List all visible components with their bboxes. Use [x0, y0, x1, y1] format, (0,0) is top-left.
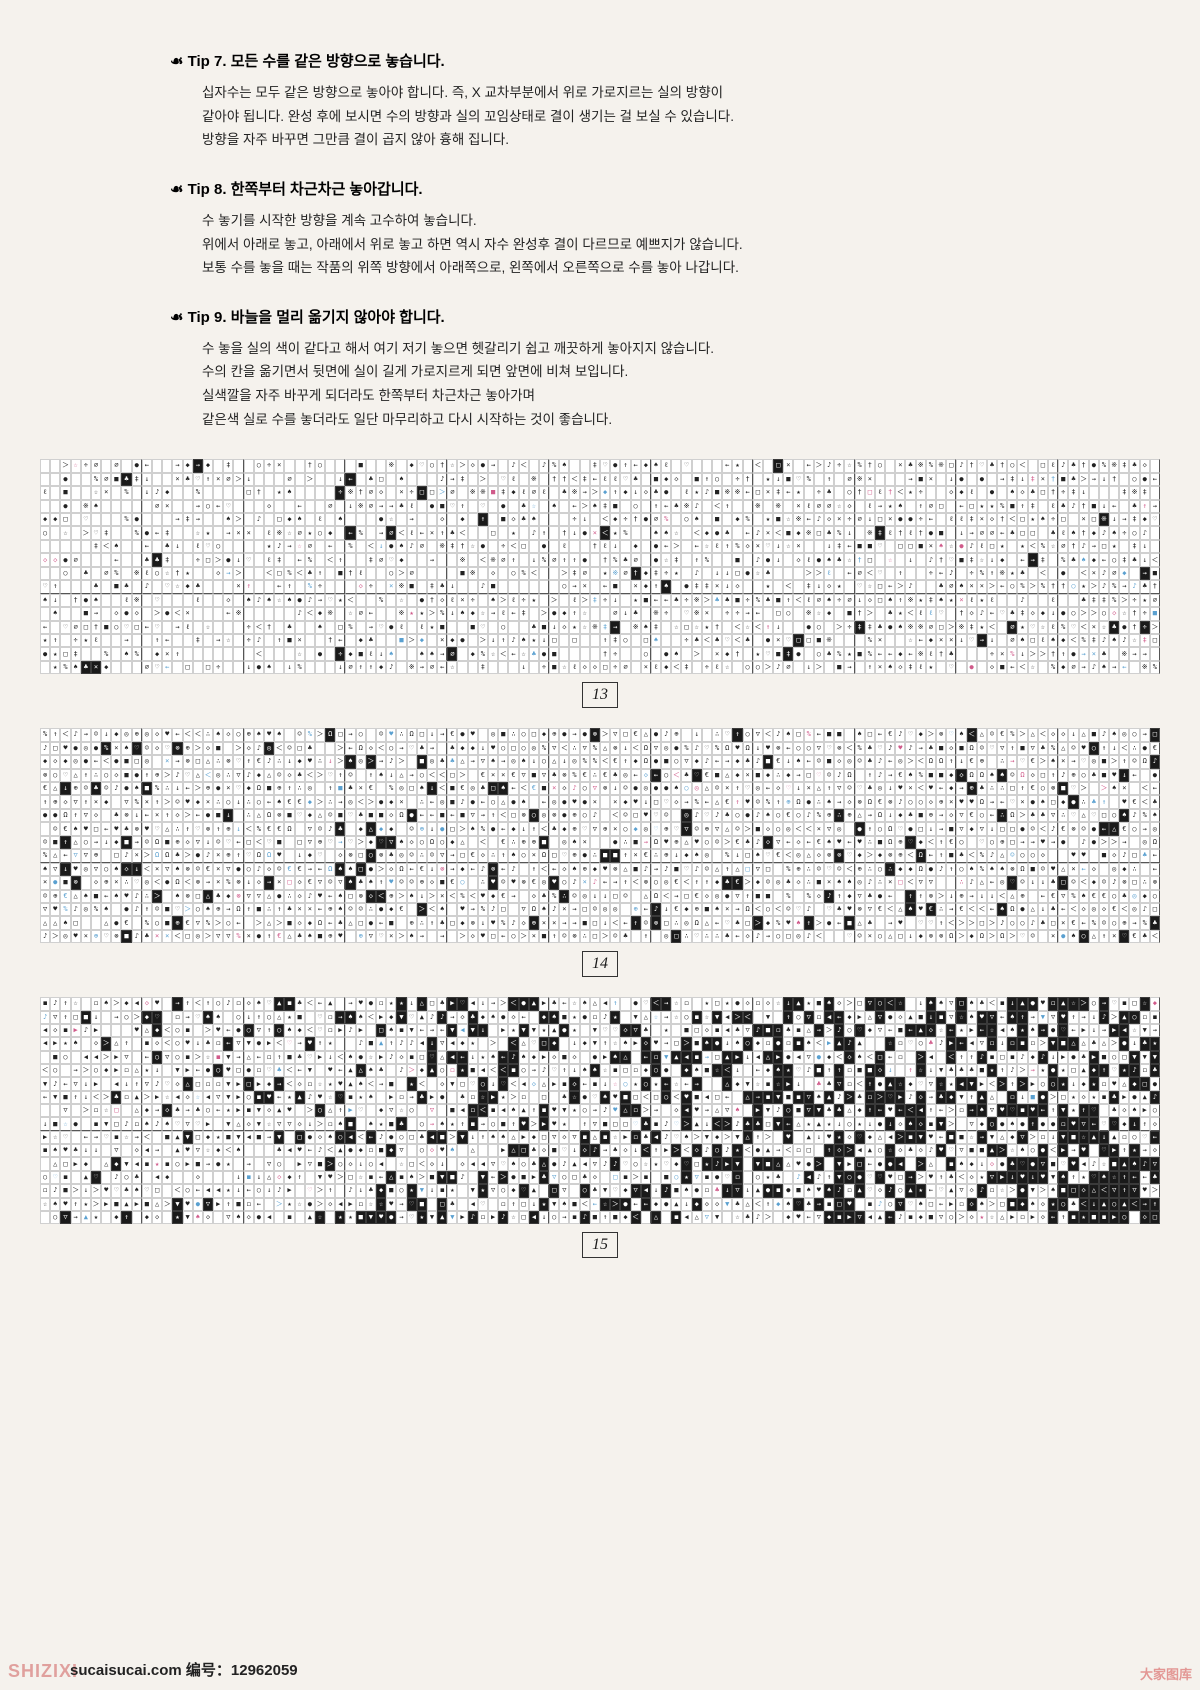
tip-7: ☙ Tip 7. 모든 수를 같은 방향으로 놓습니다. 십자수는 모두 같은 … — [170, 50, 1065, 152]
watermark-left: SHIZIXI — [8, 1661, 78, 1682]
chart-14-section: %↑＜♪→☺↓◆◎⊕◎◇♥←＜＜∴♠◇○⊕♠♥♠☺%＞Ω□→○☺♥∴Ω□↓→€●… — [35, 728, 1165, 977]
source-attribution: sucaisucai.com 编号：12962059 — [70, 1659, 298, 1680]
tip-8: ☙ Tip 8. 한쪽부터 차근차근 놓아갑니다. 수 놓기를 시작한 방향을 … — [170, 178, 1065, 280]
tip-heading: 바늘을 멀리 옮기지 않아야 합니다. — [231, 309, 445, 326]
tip-line: 수의 칸을 옮기면서 뒷면에 실이 길게 가로지르게 되면 앞면에 비쳐 보입니… — [202, 360, 1065, 384]
tip-title: ☙ Tip 8. 한쪽부터 차근차근 놓아갑니다. — [170, 178, 1065, 199]
tip-heading: 모든 수를 같은 방향으로 놓습니다. — [231, 53, 445, 70]
tip-9: ☙ Tip 9. 바늘을 멀리 옮기지 않아야 합니다. 수 놓을 실의 색이 … — [170, 306, 1065, 432]
tip-line: 방향을 자주 바꾸면 그만큼 결이 곱지 않아 흉해 집니다. — [202, 128, 1065, 152]
page-number: 13 — [592, 686, 608, 704]
tip-line: 위에서 아래로 놓고, 아래에서 위로 놓고 하면 역시 자수 완성후 결이 다… — [202, 233, 1065, 257]
tip-title: ☙ Tip 7. 모든 수를 같은 방향으로 놓습니다. — [170, 50, 1065, 71]
chart-13-section: ＞☆÷∅∅●←→◆→◆‡○÷×†○■※◆♡○†☆＞◇●→♪＜♪%♠‡♡●↑←◆♠… — [35, 459, 1165, 708]
watermark-right: 大家图库 — [1140, 1668, 1192, 1682]
page-number: 14 — [592, 955, 608, 973]
page-number-box: 14 — [582, 951, 618, 977]
tip-line: 실색깔을 자주 바꾸게 되더라도 한쪽부터 차근차근 놓아가며 — [202, 384, 1065, 408]
page-number: 15 — [592, 1236, 608, 1254]
tip-line: 같아야 됩니다. 완성 후에 보시면 수의 방향과 실의 꼬임상태로 결이 생기… — [202, 105, 1065, 129]
cross-stitch-chart-15: ◼♪↑☆◻♠＞◆◀◇♥→↑＜↑○♪◻◇♠♡▲◼♣＜←▲→♥●◻★★↓△□♣▶♡◀… — [40, 997, 1160, 1224]
chart-15-section: ◼♪↑☆◻♠＞◆◀◇♥→↑＜↑○♪◻◇♠♡▲◼♣＜←▲→♥●◻★★↓△□♣▶♡◀… — [35, 997, 1165, 1258]
tips-block: ☙ Tip 7. 모든 수를 같은 방향으로 놓습니다. 십자수는 모두 같은 … — [170, 50, 1065, 431]
tip-body: 십자수는 모두 같은 방향으로 놓아야 합니다. 즉, X 교차부분에서 위로 … — [202, 81, 1065, 152]
tip-body: 수 놓기를 시작한 방향을 계속 고수하여 놓습니다. 위에서 아래로 놓고, … — [202, 209, 1065, 280]
tip-line: 수 놓기를 시작한 방향을 계속 고수하여 놓습니다. — [202, 209, 1065, 233]
tip-line: 수 놓을 실의 색이 같다고 해서 여기 저기 놓으면 헷갈리기 쉽고 깨끗하게… — [202, 337, 1065, 361]
page-number-box: 13 — [582, 682, 618, 708]
tip-body: 수 놓을 실의 색이 같다고 해서 여기 저기 놓으면 헷갈리기 쉽고 깨끗하게… — [202, 337, 1065, 432]
tip-marker: ☙ Tip 9. — [170, 309, 227, 326]
cross-stitch-chart-14: %↑＜♪→☺↓◆◎⊕◎◇♥←＜＜∴♠◇○⊕♠♥♠☺%＞Ω□→○☺♥∴Ω□↓→€●… — [40, 728, 1160, 943]
tip-line: 같은색 실로 수를 놓더라도 일단 마무리하고 다시 시작하는 것이 좋습니다. — [202, 408, 1065, 432]
tip-title: ☙ Tip 9. 바늘을 멀리 옮기지 않아야 합니다. — [170, 306, 1065, 327]
page-number-box: 15 — [582, 1232, 618, 1258]
tip-marker: ☙ Tip 8. — [170, 181, 227, 198]
tip-line: 보통 수를 놓을 때는 작품의 위쪽 방향에서 아래쪽으로, 왼쪽에서 오른쪽으… — [202, 256, 1065, 280]
tip-heading: 한쪽부터 차근차근 놓아갑니다. — [231, 181, 423, 198]
cross-stitch-chart-13: ＞☆÷∅∅●←→◆→◆‡○÷×†○■※◆♡○†☆＞◇●→♪＜♪%♠‡♡●↑←◆♠… — [40, 459, 1160, 674]
tip-line: 십자수는 모두 같은 방향으로 놓아야 합니다. 즉, X 교차부분에서 위로 … — [202, 81, 1065, 105]
tip-marker: ☙ Tip 7. — [170, 53, 227, 70]
